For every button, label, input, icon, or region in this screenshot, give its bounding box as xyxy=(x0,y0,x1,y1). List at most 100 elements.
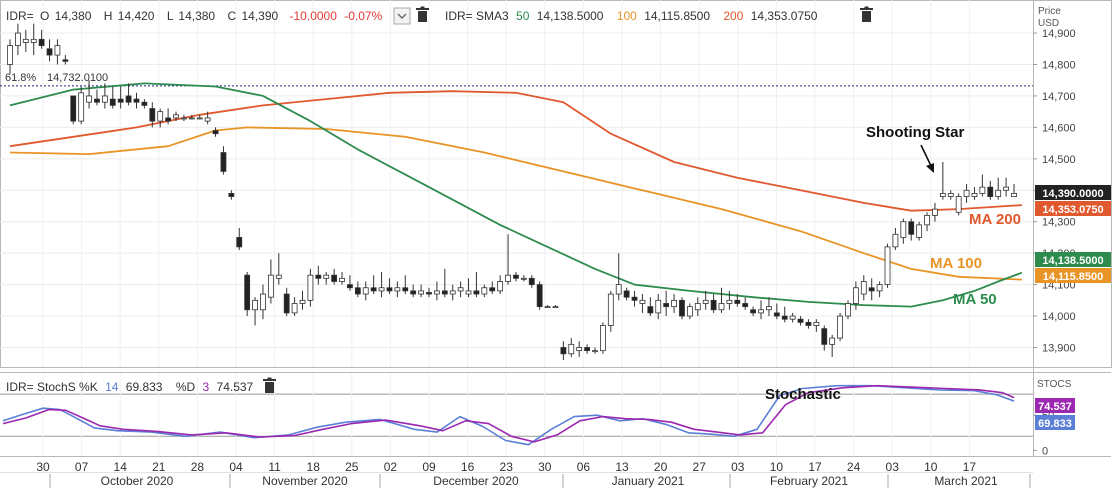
candle xyxy=(734,294,741,307)
trash-icon[interactable] xyxy=(860,6,873,23)
candle-body xyxy=(489,287,496,292)
candle xyxy=(821,325,828,351)
candle-body xyxy=(955,196,962,213)
candle-body xyxy=(607,293,614,326)
chevron-down-icon[interactable] xyxy=(393,7,411,25)
candle xyxy=(995,177,1002,200)
price-grid xyxy=(0,32,1033,349)
candle xyxy=(916,221,923,241)
candle-body xyxy=(584,347,591,352)
candle xyxy=(837,312,843,342)
candle-body xyxy=(971,193,978,197)
candle xyxy=(291,297,298,317)
candle-body xyxy=(647,306,654,314)
month-label: October 2020 xyxy=(101,474,174,488)
day-tick-label: 16 xyxy=(461,460,475,474)
stoch-header-label: IDR= StochS %K xyxy=(6,380,98,394)
candle xyxy=(513,272,519,282)
stoch-d-value: 74.537 xyxy=(217,380,254,394)
price-axis-title: Price xyxy=(1038,6,1061,17)
candle-body xyxy=(465,290,472,295)
candle-body xyxy=(30,38,37,43)
candle-body xyxy=(639,299,646,304)
candle xyxy=(1003,177,1009,197)
candle xyxy=(947,190,954,200)
candle-body xyxy=(157,111,164,122)
ohlc-h-value: 14,420 xyxy=(118,9,155,23)
candle-body xyxy=(520,277,527,280)
candle-body xyxy=(426,292,432,295)
sma200-period: 200 xyxy=(723,9,743,23)
candle xyxy=(663,290,670,317)
day-tick-label: 07 xyxy=(75,460,89,474)
candle-body xyxy=(979,186,986,194)
sma50-line xyxy=(9,82,1023,308)
day-tick-label: 10 xyxy=(924,460,938,474)
candle-body xyxy=(299,299,306,304)
candle-body xyxy=(892,233,899,248)
day-tick-label: 17 xyxy=(963,460,977,474)
ohlc-change-pct: -0.07% xyxy=(344,9,382,23)
candle xyxy=(15,23,21,56)
candle xyxy=(362,281,369,301)
candle xyxy=(70,95,77,125)
trash-icon[interactable] xyxy=(416,6,429,23)
candle-body xyxy=(354,287,361,295)
candle xyxy=(188,114,195,120)
day-tick-label: 13 xyxy=(615,460,629,474)
candle-body xyxy=(876,284,883,292)
candle xyxy=(592,347,598,354)
day-tick-label: 20 xyxy=(654,460,668,474)
candle xyxy=(979,174,986,197)
stoch-k-value: 69.833 xyxy=(126,380,163,394)
candle xyxy=(354,281,361,298)
sma-header-label: IDR= SMA3 xyxy=(445,9,509,23)
stoch-tag-box xyxy=(1035,398,1075,413)
candle xyxy=(204,111,211,125)
candle xyxy=(418,284,424,298)
candle-body xyxy=(497,281,504,292)
month-label: March 2021 xyxy=(934,474,998,488)
stoch-tag-label: 74.537 xyxy=(1038,401,1072,413)
ma200-label: MA 200 xyxy=(969,211,1021,228)
price-tick-label: 13,900 xyxy=(1042,343,1076,355)
candle-body xyxy=(789,315,796,320)
candle-body xyxy=(54,45,61,56)
candle-body xyxy=(149,108,156,122)
ohlc-header: IDR= O 14,380 H 14,420 L 14,380 C 14,390… xyxy=(6,9,383,23)
stochastic-title: Stochastic xyxy=(765,386,841,403)
candle xyxy=(900,218,907,244)
candle xyxy=(260,284,266,320)
stoch-lines xyxy=(2,384,1015,446)
candle xyxy=(402,275,409,295)
candle xyxy=(718,287,725,313)
candle-body xyxy=(544,306,551,309)
candle-body xyxy=(860,281,867,295)
ohlc-c-label: C xyxy=(227,9,236,23)
candle-body xyxy=(528,277,535,286)
price-tag-label: 14,390.0000 xyxy=(1042,188,1103,200)
candle-body xyxy=(291,303,298,314)
ma100-label: MA 100 xyxy=(930,255,982,272)
candle-body xyxy=(829,337,836,345)
candle xyxy=(805,319,812,329)
stoch-axis-title: STOCS xyxy=(1037,379,1072,390)
candle xyxy=(702,290,709,310)
candle xyxy=(742,297,749,310)
candle xyxy=(370,275,377,295)
candle-body xyxy=(315,274,322,279)
candle-body xyxy=(592,350,598,353)
candle-body xyxy=(963,189,970,197)
candle xyxy=(600,322,606,354)
sma50-period: 50 xyxy=(516,9,530,23)
candle-body xyxy=(686,306,693,317)
candle xyxy=(536,281,543,310)
candle-body xyxy=(766,306,772,311)
trash-icon[interactable] xyxy=(263,377,276,394)
candle xyxy=(78,86,85,125)
candle-body xyxy=(758,309,764,314)
candle-body xyxy=(323,274,330,279)
candle xyxy=(101,83,108,109)
stoch-header: IDR= StochS %K 14 69.833 %D 3 74.537 xyxy=(6,380,254,394)
